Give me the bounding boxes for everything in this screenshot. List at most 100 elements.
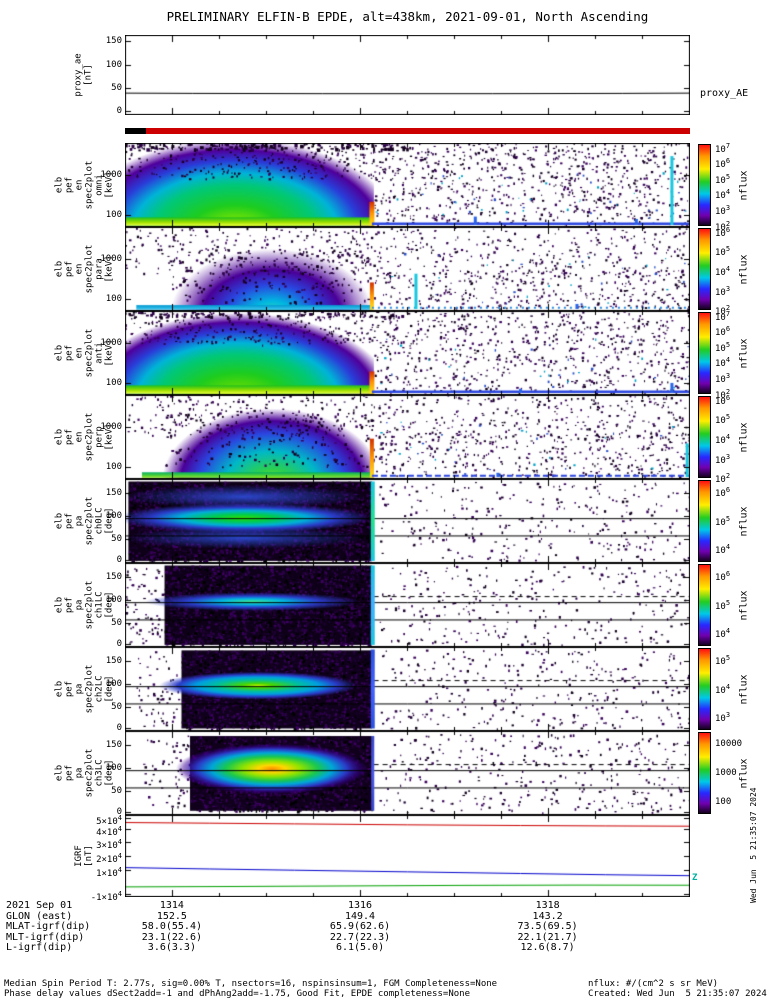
panel-canvas-pa_ch0LC (125, 479, 690, 563)
availability-segment-0 (125, 128, 146, 134)
xaxis-row-1-value-0: 152.5 (156, 910, 187, 922)
xaxis-row-3-value-0: 23.1(22.6) (141, 931, 202, 943)
ytick-igrf-3: 2×104 (96, 852, 122, 865)
colorbar-tick-en_perp-4: 102 (715, 471, 731, 485)
xaxis-row-label-3: MLT-igrf(dip) (6, 931, 85, 943)
ytick-pa_ch0LC-2: 50 (111, 534, 122, 545)
xaxis-row-0-value-2: 1318 (535, 900, 560, 911)
ytick-pa_ch3LC-0: 150 (105, 740, 122, 751)
panel-canvas-pa_ch2LC (125, 647, 690, 731)
colorbar-tick-en_omni-3: 104 (715, 188, 731, 202)
colorbar-pa_ch0LC (698, 480, 711, 562)
panel-canvas-en_perp (125, 395, 690, 479)
colorbar-label-text-en_perp: nflux (738, 421, 750, 453)
colorbar-tick-en_perp-3: 103 (715, 452, 731, 466)
ytick-proxy_ae-2: 50 (111, 82, 122, 93)
colorbar-tick-en_omni-5: 102 (715, 219, 731, 233)
ytick-pa_ch3LC-2: 50 (111, 786, 122, 797)
colorbar-tick-pa_ch2LC-2: 103 (715, 711, 731, 725)
colorbar-label-text-pa_ch2LC: nflux (738, 673, 750, 705)
ylabel-text-en_omni: elb pef en spec2plot omni [keV] (54, 160, 114, 210)
colorbar-label-text-pa_ch3LC: nflux (738, 757, 750, 789)
colorbar-label-pa_ch2LC: nflux (736, 647, 752, 731)
ytick-pa_ch1LC-2: 50 (111, 618, 122, 629)
xaxis-row-label-1: GLON (east) (6, 910, 73, 922)
ytick-pa_ch0LC-1: 100 (105, 511, 122, 522)
colorbar-tick-en_para-1: 105 (715, 245, 731, 259)
xaxis-row-label-0: 2021 Sep 01 (6, 900, 73, 911)
xaxis-row-1-value-2: 143.2 (532, 910, 563, 922)
colorbar-label-pa_ch0LC: nflux (736, 479, 752, 563)
ylabel-text-en_perp: elb pef en spec2plot perp [keV] (54, 412, 114, 462)
availability-segment-1 (145, 128, 690, 134)
colorbar-label-text-pa_ch1LC: nflux (738, 589, 750, 621)
ytick-pa_ch2LC-1: 100 (105, 679, 122, 690)
colorbar-en_omni (698, 144, 711, 226)
ytick-pa_ch3LC-3: 0 (116, 807, 122, 818)
colorbar-label-en_omni: nflux (736, 143, 752, 227)
colorbar-label-en_para: nflux (736, 227, 752, 311)
ytick-pa_ch2LC-3: 0 (116, 723, 122, 734)
colorbar-tick-en_para-4: 102 (715, 303, 731, 317)
xaxis-row-4-value-0: 3.6(3.3) (147, 942, 196, 953)
colorbar-tick-pa_ch1LC-1: 105 (715, 598, 731, 612)
ytick-pa_ch1LC-1: 100 (105, 595, 122, 606)
colorbar-tick-en_anti-5: 102 (715, 387, 731, 401)
xaxis-row-label-4: L-igrf(dip) (6, 942, 73, 953)
ytick-pa_ch0LC-3: 0 (116, 555, 122, 566)
plot-title: PRELIMINARY ELFIN-B EPDE, alt=438km, 202… (166, 9, 649, 24)
colorbar-tick-en_omni-2: 105 (715, 172, 731, 186)
xaxis-row-3-value-2: 22.1(21.7) (517, 931, 578, 943)
ytick-en_omni-0: 1000 (100, 169, 122, 180)
colorbar-tick-en_omni-4: 103 (715, 203, 731, 217)
panel-canvas-pa_ch1LC (125, 563, 690, 647)
colorbar-label-text-pa_ch0LC: nflux (738, 505, 750, 537)
colorbar-tick-en_omni-0: 107 (715, 141, 731, 155)
colorbar-tick-pa_ch2LC-1: 104 (715, 682, 731, 696)
ytick-pa_ch2LC-0: 150 (105, 656, 122, 667)
colorbar-label-en_perp: nflux (736, 395, 752, 479)
colorbar-tick-en_perp-2: 104 (715, 433, 731, 446)
footer-spin-period-text: Median Spin Period T: 2.77s, sig=0.00% T… (4, 979, 498, 989)
ytick-igrf-1: 4×104 (96, 824, 122, 838)
colorbar-tick-en_anti-1: 106 (715, 325, 731, 339)
ylabel-text-en_anti: elb pef en spec2plot anti [keV] (54, 328, 114, 378)
colorbar-label-pa_ch1LC: nflux (736, 563, 752, 647)
xaxis-row-4-value-2: 12.6(8.7) (520, 942, 575, 953)
colorbar-tick-en_omni-1: 106 (715, 157, 731, 171)
colorbar-label-text-en_anti: nflux (738, 337, 750, 369)
ytick-pa_ch2LC-2: 50 (111, 702, 122, 713)
footer-created-text: Created: Wed Jun 5 21:35:07 2024 (588, 989, 767, 999)
colorbar-tick-pa_ch0LC-0: 106 (715, 485, 731, 499)
xaxis-row-2-value-0: 58.0(55.4) (141, 921, 202, 932)
ytick-en_para-0: 1000 (100, 253, 122, 264)
xaxis-row-3-value-1: 22.7(22.3) (329, 931, 391, 943)
colorbar-tick-pa_ch0LC-2: 104 (715, 543, 731, 557)
colorbar-tick-en_perp-1: 105 (715, 413, 731, 427)
colorbar-tick-pa_ch3LC-1: 1000 (715, 768, 737, 778)
ytick-igrf-4: 1×104 (96, 865, 122, 879)
colorbar-tick-pa_ch1LC-0: 106 (715, 569, 731, 583)
colorbar-tick-pa_ch0LC-1: 105 (715, 514, 731, 528)
colorbar-tick-en_anti-4: 103 (715, 371, 731, 385)
panel-canvas-proxy_ae (125, 35, 690, 115)
colorbar-en_para (698, 228, 711, 310)
ytick-en_perp-0: 1000 (100, 421, 122, 432)
colorbar-tick-en_anti-0: 107 (715, 309, 731, 323)
xaxis-row-0-value-1: 1316 (347, 900, 373, 911)
panel-canvas-en_para (125, 227, 690, 311)
ytick-pa_ch1LC-3: 0 (116, 639, 122, 650)
colorbar-tick-pa_ch3LC-0: 10000 (715, 739, 743, 750)
colorbar-tick-en_para-3: 103 (715, 284, 731, 298)
xaxis-row-2-value-1: 65.9(62.6) (329, 921, 391, 932)
colorbar-en_anti (698, 312, 711, 394)
ytick-pa_ch3LC-1: 100 (105, 763, 122, 774)
footer-phase-delay-text: Phase delay values dSect2add=-1 and dPhA… (4, 989, 470, 999)
ylabel-text-en_para: elb pef en spec2plot para [keV] (54, 244, 114, 294)
colorbar-tick-en_para-0: 106 (715, 225, 731, 239)
ytick-en_omni-1: 100 (105, 210, 122, 221)
creation-timestamp-vertical: Wed Jun 5 21:35:07 2024 (749, 787, 758, 903)
colorbar-tick-en_anti-3: 104 (715, 356, 731, 370)
ytick-en_perp-1: 100 (105, 462, 122, 473)
ytick-en_para-1: 100 (105, 294, 122, 305)
